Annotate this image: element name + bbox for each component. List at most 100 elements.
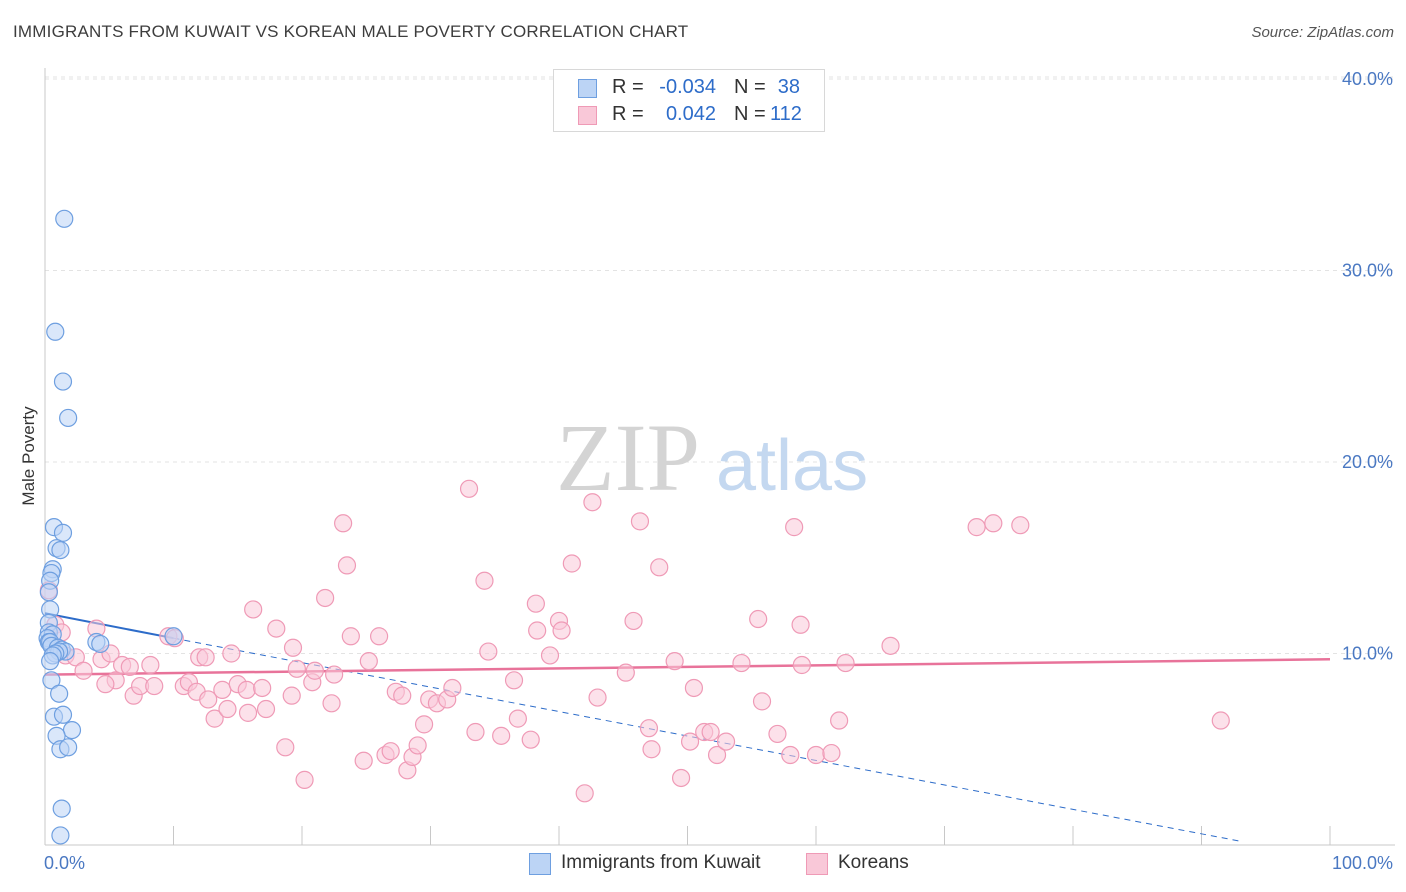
legend-n-value: 112 — [770, 103, 802, 125]
bottom-legend-swatch-kuwait — [529, 853, 551, 875]
korean-point — [1211, 711, 1230, 730]
korean-point — [196, 648, 215, 667]
x-tick-label: 0.0% — [44, 853, 85, 873]
korean-point — [984, 514, 1003, 533]
y-tick-label: 30.0% — [1342, 261, 1393, 281]
kuwait-point — [164, 627, 183, 646]
legend-r-label: R = — [612, 76, 644, 98]
korean-point — [642, 740, 661, 759]
kuwait-point — [62, 720, 82, 740]
korean-point — [680, 732, 700, 751]
watermark-zip: ZIP — [556, 404, 700, 511]
bottom-legend-label-kuwait: Immigrants from Kuwait — [561, 852, 761, 873]
korean-point — [337, 556, 357, 575]
korean-point — [701, 722, 720, 742]
korean-point — [244, 600, 263, 619]
kuwait-point — [59, 738, 78, 757]
korean-point — [393, 686, 412, 705]
korean-point — [199, 690, 218, 709]
korean-point — [141, 655, 160, 675]
legend-swatch-koreans — [578, 106, 597, 125]
korean-point — [237, 680, 256, 699]
korean-point — [1011, 516, 1030, 535]
korean-point — [540, 646, 560, 665]
korean-point — [707, 745, 727, 765]
korean-point — [528, 621, 547, 640]
legend-r-value: 0.042 — [665, 103, 716, 125]
korean-point — [630, 512, 650, 531]
korean-point — [276, 738, 295, 757]
legend-swatch-kuwait — [578, 79, 597, 98]
korean-point — [684, 678, 704, 698]
kuwait-point — [53, 372, 73, 391]
korean-point — [218, 699, 237, 719]
tick-labels: 10.0% 20.0% 30.0% 40.0% 0.0% 100.0% — [44, 69, 1393, 873]
y-axis-label: Male Poverty — [19, 406, 38, 506]
kuwait-point — [50, 684, 69, 703]
legend-n-value: 38 — [777, 76, 800, 98]
kuwait-point — [91, 634, 110, 654]
korean-point — [650, 558, 669, 577]
korean-point — [145, 676, 164, 696]
korean-point — [768, 724, 787, 744]
korean-point — [552, 621, 571, 640]
korean-point — [671, 768, 691, 788]
korean-point — [716, 732, 736, 751]
korean-point — [508, 709, 527, 728]
kuwait-point — [52, 799, 71, 818]
korean-point — [830, 711, 849, 730]
korean-point — [492, 726, 511, 745]
korean-point — [791, 615, 810, 634]
bottom-legend-swatch-koreans — [806, 853, 828, 875]
watermark: ZIP atlas — [556, 404, 868, 511]
legend-n-label: N = — [734, 76, 766, 98]
grid-lines — [45, 76, 1395, 654]
korean-point — [781, 745, 800, 765]
korean-point — [967, 518, 986, 537]
korean-point — [238, 703, 258, 722]
kuwait-point — [53, 523, 73, 542]
korean-point — [665, 652, 684, 671]
correlation-legend: R = -0.034 N = 38 R = 0.042 N = 112 — [553, 69, 825, 132]
korean-point — [334, 514, 353, 533]
kuwait-point — [51, 826, 70, 845]
korean-point — [205, 709, 224, 728]
korean-point — [283, 638, 303, 657]
korean-point — [526, 594, 545, 613]
korean-point — [74, 661, 93, 680]
korean-point — [459, 479, 479, 498]
korean-point — [381, 742, 400, 761]
korean-point — [752, 692, 772, 711]
korean-point — [588, 688, 607, 707]
kuwait-point — [51, 540, 70, 560]
korean-point — [305, 661, 324, 680]
korean-point — [732, 653, 751, 673]
korean-point — [639, 719, 659, 738]
x-tick-label: 100.0% — [1332, 853, 1393, 873]
bottom-legend-label-koreans: Koreans — [838, 852, 909, 873]
korean-trend-line — [44, 657, 1331, 676]
korean-point — [575, 784, 594, 803]
korean-point — [785, 518, 804, 537]
y-tick-label: 40.0% — [1342, 69, 1393, 89]
kuwait-point — [55, 209, 74, 228]
legend-n-label: N = — [734, 103, 766, 125]
korean-point — [341, 627, 360, 646]
korean-point — [475, 571, 494, 590]
korean-point — [624, 611, 643, 631]
legend-r-value: -0.034 — [659, 76, 716, 98]
korean-point — [792, 655, 811, 675]
korean-point — [316, 588, 335, 608]
kuwait-trend-line — [44, 612, 174, 640]
korean-point — [325, 665, 344, 684]
korean-point — [287, 659, 306, 678]
korean-point — [295, 770, 314, 789]
korean-point — [322, 694, 341, 713]
kuwait-point — [59, 408, 78, 428]
korean-point — [354, 751, 373, 770]
korean-point — [881, 636, 900, 655]
chart-title: IMMIGRANTS FROM KUWAIT VS KOREAN MALE PO… — [13, 22, 689, 41]
korean-point — [120, 657, 139, 677]
kuwait-point — [46, 322, 65, 341]
korean-point — [253, 678, 272, 698]
